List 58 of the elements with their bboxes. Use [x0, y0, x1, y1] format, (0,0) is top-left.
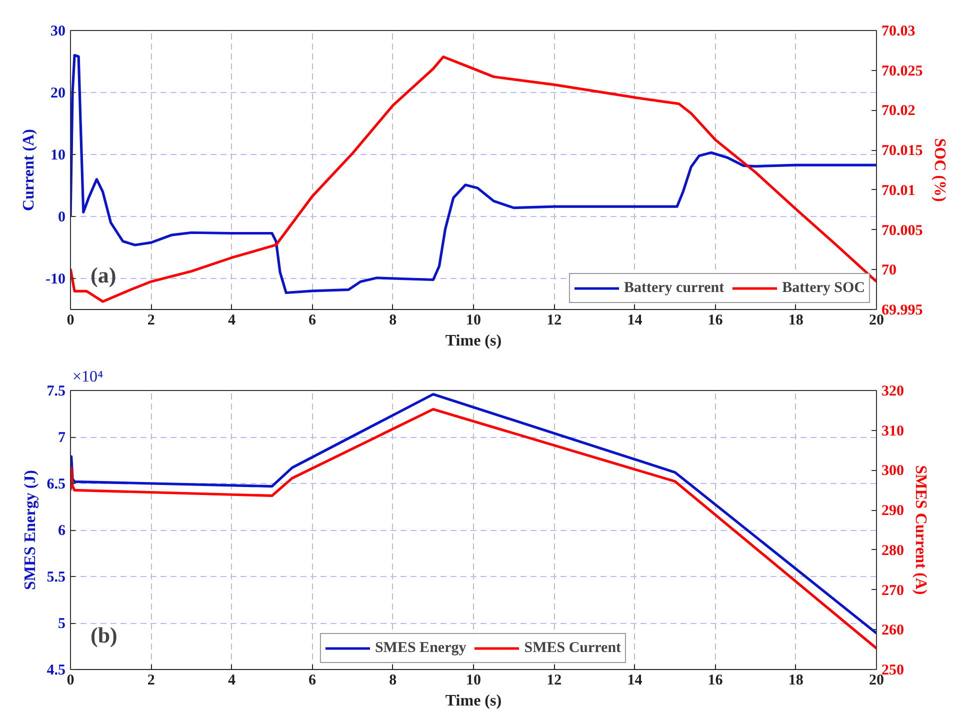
- x-axis-title: Time (s): [445, 692, 502, 710]
- x-tick-label: 18: [788, 312, 804, 328]
- y-axis-title: Current (A): [20, 129, 38, 211]
- y2-tick-label: 280: [882, 542, 904, 559]
- y-tick-label: 7: [58, 430, 66, 446]
- y2-tick-label: 70.015: [882, 143, 923, 160]
- y-tick-label: -10: [46, 272, 66, 288]
- y2-tick-label: 70.02: [882, 103, 916, 120]
- text: ×10⁴: [72, 368, 104, 386]
- x-axis-title: Time (s): [445, 332, 502, 350]
- x-tick-label: 6: [308, 312, 317, 328]
- annotation: (b): [90, 622, 118, 648]
- y-tick-label: 4.5: [46, 662, 66, 678]
- y-tick-label: 0: [58, 210, 66, 226]
- legend-label: SMES Energy: [374, 640, 466, 656]
- x-tick-label: 14: [627, 312, 643, 328]
- y-tick-label: 7.5: [46, 384, 66, 400]
- x-tick-label: 14: [627, 672, 643, 688]
- x-tick-label: 10: [466, 312, 481, 328]
- y2-tick-label: 70.005: [882, 222, 923, 239]
- y2-axis-title: SMES Current (A): [912, 465, 929, 595]
- y2-tick-label: 70.025: [882, 63, 923, 80]
- y-tick-label: 20: [50, 86, 66, 102]
- x-tick-label: 8: [389, 672, 397, 688]
- x-tick-label: 20: [869, 312, 884, 328]
- y2-tick-label: 320: [882, 384, 904, 400]
- y-axis-title: SMES Energy (J): [22, 470, 39, 590]
- y-tick-label: 30: [50, 24, 66, 40]
- y2-axis-title: SOC (%): [930, 138, 948, 202]
- x-tick-label: 12: [546, 672, 562, 688]
- y-tick-label: 6.5: [46, 476, 66, 492]
- annotation: (a): [90, 262, 116, 288]
- y2-tick-label: 290: [882, 503, 904, 520]
- legend-label: SMES Current: [524, 640, 622, 656]
- y-tick-label: 5.5: [46, 570, 66, 586]
- x-tick-label: 4: [228, 312, 236, 328]
- x-tick-label: 2: [147, 312, 155, 328]
- y2-tick-label: 270: [882, 582, 904, 599]
- x-tick-label: 10: [466, 672, 481, 688]
- y-tick-label: 5: [58, 616, 66, 632]
- y-tick-label: 10: [50, 148, 66, 164]
- x-tick-label: 12: [546, 312, 562, 328]
- legend-label: Battery SOC: [782, 280, 865, 296]
- x-tick-label: 16: [708, 312, 724, 328]
- legend-label: Battery current: [624, 280, 724, 296]
- x-tick-label: 16: [708, 672, 724, 688]
- y2-tick-label: 310: [882, 423, 904, 440]
- y2-tick-label: 260: [882, 622, 904, 639]
- y2-tick-label: 70.01: [882, 182, 916, 199]
- y2-tick-label: 300: [882, 463, 904, 480]
- x-tick-label: 6: [308, 672, 317, 688]
- x-tick-label: 18: [788, 672, 804, 688]
- x-tick-label: 8: [389, 312, 397, 328]
- y-tick-label: 6: [58, 523, 66, 539]
- x-tick-label: 2: [147, 672, 155, 688]
- x-tick-label: 4: [228, 672, 236, 688]
- y2-tick-label: 70.03: [882, 24, 916, 40]
- y2-tick-label: 70: [882, 262, 896, 279]
